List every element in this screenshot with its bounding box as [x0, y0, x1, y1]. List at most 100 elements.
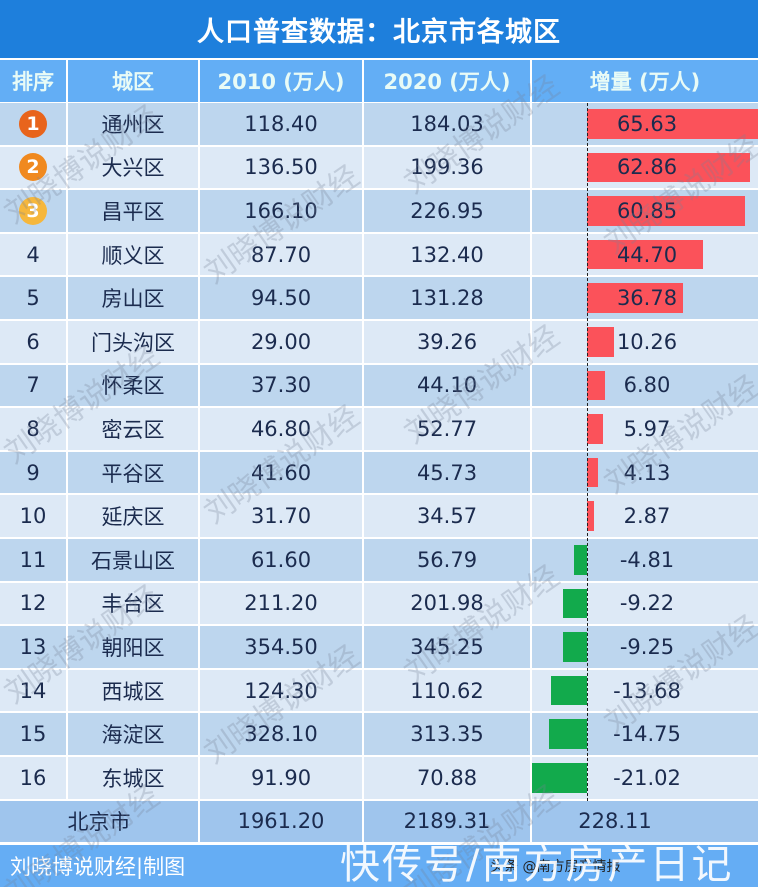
total-label: 北京市	[67, 810, 131, 835]
value-2010-cell: 124.30	[200, 669, 362, 712]
delta-value: 5.97	[623, 416, 671, 441]
value-2010-cell: 61.60	[200, 539, 362, 581]
rank-cell: 12	[0, 582, 66, 625]
value-2010-cell: 166.10	[200, 190, 362, 232]
delta-value: -9.25	[619, 634, 675, 659]
value-2010-cell: 37.30	[200, 364, 362, 407]
table-row[interactable]: 5 房山区 94.50 131.28 36.78	[0, 277, 758, 319]
total-row[interactable]: 北京市 1961.20 2189.31 228.11	[0, 800, 758, 843]
delta-cell: 36.78	[532, 277, 758, 319]
value-2020-cell: 226.95	[364, 190, 530, 232]
value-2020-cell: 56.79	[364, 539, 530, 581]
delta-value: 62.86	[616, 155, 678, 180]
value-2020-cell: 70.88	[364, 757, 530, 799]
table-row[interactable]: 7 怀柔区 37.30 44.10 6.80	[0, 364, 758, 407]
increase-bar	[587, 239, 704, 270]
rank-cell: 6	[0, 321, 66, 363]
bar-axis-line	[587, 103, 588, 801]
value-2010-cell: 46.80	[200, 408, 362, 450]
rank-cell: 8	[0, 408, 66, 450]
table-row[interactable]: 11 石景山区 61.60 56.79 -4.81	[0, 539, 758, 581]
value-2010-cell: 136.50	[200, 146, 362, 189]
total-label-spacer	[0, 800, 198, 843]
value-2010-cell: 31.70	[200, 495, 362, 537]
total-delta: 228.11	[532, 800, 758, 843]
column-header-delta[interactable]: 增量 (万人)	[532, 60, 758, 102]
increase-bar	[587, 327, 614, 357]
value-2020-cell: 199.36	[364, 146, 530, 189]
table-row[interactable]: 12 丰台区 211.20 201.98 -9.22	[0, 582, 758, 625]
rank-cell: 3	[0, 190, 66, 232]
increase-bar	[587, 109, 758, 139]
rank-cell: 14	[0, 669, 66, 712]
value-2020-cell: 45.73	[364, 451, 530, 494]
table-row[interactable]: 10 延庆区 31.70 34.57 2.87	[0, 495, 758, 537]
delta-value: 2.87	[623, 504, 671, 529]
value-2010-cell: 94.50	[200, 277, 362, 319]
district-cell: 通州区	[68, 103, 198, 145]
column-header-rank[interactable]: 排序	[0, 60, 66, 102]
value-2020-cell: 110.62	[364, 669, 530, 712]
district-cell: 房山区	[68, 277, 198, 319]
footer-bar: 刘晓博说财经|制图 头条 @南方房产情报	[0, 845, 758, 887]
value-2010-cell: 118.40	[200, 103, 362, 145]
footer-credit: 刘晓博说财经|制图	[10, 855, 186, 879]
value-2020-cell: 313.35	[364, 713, 530, 755]
table-row[interactable]: 1 通州区 118.40 184.03 65.63	[0, 103, 758, 145]
value-2020-cell: 39.26	[364, 321, 530, 363]
table-row[interactable]: 16 东城区 91.90 70.88 -21.02	[0, 757, 758, 799]
delta-value: -4.81	[619, 547, 675, 572]
rank-medal-icon: 1	[19, 109, 47, 138]
delta-value: -14.75	[613, 722, 681, 747]
rank-medal-icon: 3	[19, 196, 47, 225]
rank-cell: 5	[0, 277, 66, 319]
district-cell: 朝阳区	[68, 626, 198, 668]
delta-value: 65.63	[616, 111, 678, 136]
total-2010: 1961.20	[200, 800, 362, 843]
table-row[interactable]: 14 西城区 124.30 110.62 -13.68	[0, 669, 758, 712]
district-cell: 密云区	[68, 408, 198, 450]
value-2010-cell: 87.70	[200, 233, 362, 276]
delta-value: -21.02	[613, 765, 681, 790]
table-row[interactable]: 15 海淀区 328.10 313.35 -14.75	[0, 713, 758, 755]
table-row[interactable]: 4 顺义区 87.70 132.40 44.70	[0, 233, 758, 276]
rank-cell: 16	[0, 757, 66, 799]
value-2020-cell: 345.25	[364, 626, 530, 668]
column-header-2020[interactable]: 2020 (万人)	[364, 60, 530, 102]
table-row[interactable]: 13 朝阳区 354.50 345.25 -9.25	[0, 626, 758, 668]
column-header-district[interactable]: 城区	[68, 60, 198, 102]
district-cell: 大兴区	[68, 146, 198, 189]
district-cell: 东城区	[68, 757, 198, 799]
delta-cell: -13.68	[532, 669, 758, 712]
district-cell: 顺义区	[68, 233, 198, 276]
rank-medal-icon: 2	[19, 153, 47, 182]
table-row[interactable]: 6 门头沟区 29.00 39.26 10.26	[0, 321, 758, 363]
delta-value: -9.22	[619, 591, 675, 616]
district-cell: 平谷区	[68, 451, 198, 494]
table-row[interactable]: 9 平谷区 41.60 45.73 4.13	[0, 451, 758, 494]
district-cell: 海淀区	[68, 713, 198, 755]
column-header-2010[interactable]: 2010 (万人)	[200, 60, 362, 102]
delta-cell: -14.75	[532, 713, 758, 755]
value-2020-cell: 52.77	[364, 408, 530, 450]
table-row[interactable]: 2 大兴区 136.50 199.36 62.86	[0, 146, 758, 189]
overlay-watermark-text: 快传号/南方房产日记	[340, 842, 734, 887]
increase-bar	[587, 283, 683, 313]
value-2020-cell: 131.28	[364, 277, 530, 319]
value-2010-cell: 29.00	[200, 321, 362, 363]
delta-value: -13.68	[613, 678, 681, 703]
delta-cell: 2.87	[532, 495, 758, 537]
district-cell: 昌平区	[68, 190, 198, 232]
value-2010-cell: 91.90	[200, 757, 362, 799]
rank-cell: 9	[0, 451, 66, 494]
footer-source: 头条 @南方房产情报	[490, 859, 621, 875]
table-row[interactable]: 3 昌平区 166.10 226.95 60.85	[0, 190, 758, 232]
district-cell: 丰台区	[68, 582, 198, 625]
table-row[interactable]: 8 密云区 46.80 52.77 5.97	[0, 408, 758, 450]
delta-cell: -21.02	[532, 757, 758, 799]
decrease-bar	[551, 675, 587, 706]
delta-cell: 62.86	[532, 146, 758, 189]
delta-value: 4.13	[623, 460, 671, 485]
rank-cell: 15	[0, 713, 66, 755]
value-2020-cell: 132.40	[364, 233, 530, 276]
